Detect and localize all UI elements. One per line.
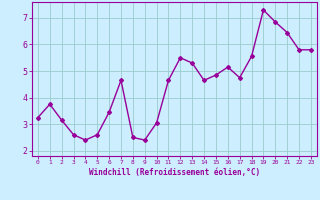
X-axis label: Windchill (Refroidissement éolien,°C): Windchill (Refroidissement éolien,°C) bbox=[89, 168, 260, 177]
